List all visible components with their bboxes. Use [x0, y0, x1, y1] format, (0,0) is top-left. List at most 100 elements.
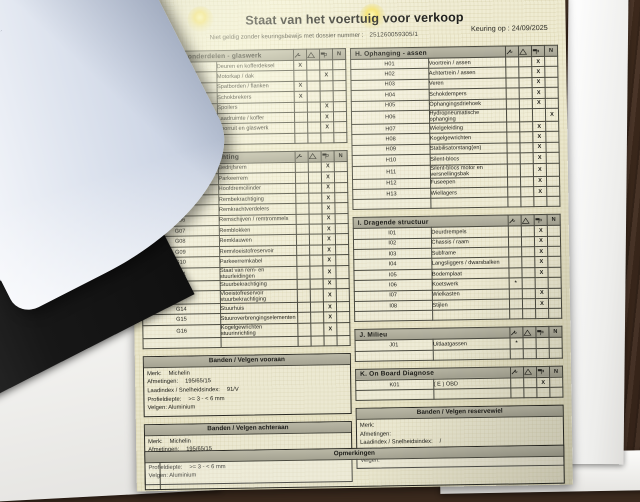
- row-mark-4[interactable]: [546, 175, 560, 187]
- row-mark-2[interactable]: [522, 277, 536, 289]
- row-mark-2[interactable]: [519, 121, 533, 133]
- row-mark-4[interactable]: [546, 186, 560, 197]
- row-mark-4[interactable]: [547, 225, 561, 237]
- row-mark-3[interactable]: X: [533, 162, 547, 177]
- row-mark-3[interactable]: X: [533, 175, 547, 187]
- row-mark-1[interactable]: [293, 70, 307, 82]
- row-mark-2[interactable]: [308, 182, 322, 194]
- row-mark-1[interactable]: [507, 186, 521, 198]
- row-mark-1[interactable]: [295, 161, 309, 173]
- row-mark-2[interactable]: [310, 301, 324, 313]
- row-mark-1[interactable]: [505, 77, 520, 89]
- row-mark-2[interactable]: [307, 111, 321, 123]
- row-mark-3[interactable]: [535, 277, 549, 289]
- row-mark-2[interactable]: [309, 224, 323, 235]
- row-mark-1[interactable]: *: [509, 278, 523, 289]
- row-mark-2[interactable]: [521, 225, 535, 237]
- remarks-field[interactable]: [160, 457, 563, 489]
- row-mark-2[interactable]: [519, 142, 534, 153]
- row-mark-1[interactable]: [295, 203, 310, 215]
- row-mark-4[interactable]: [336, 311, 350, 323]
- row-mark-1[interactable]: [508, 257, 522, 268]
- row-mark-4[interactable]: [332, 59, 346, 71]
- row-mark-1[interactable]: [297, 289, 311, 303]
- row-mark-4[interactable]: [334, 192, 348, 204]
- row-mark-3[interactable]: X: [531, 77, 546, 88]
- row-mark-1[interactable]: [297, 312, 311, 324]
- row-mark-4[interactable]: [336, 322, 350, 336]
- row-mark-3[interactable]: X: [321, 203, 336, 214]
- row-mark-4[interactable]: [335, 254, 349, 266]
- row-mark-3[interactable]: X: [535, 288, 549, 299]
- table-row-empty[interactable]: [352, 196, 560, 210]
- row-mark-3[interactable]: [320, 90, 334, 102]
- row-mark-2[interactable]: [310, 278, 324, 290]
- row-mark-1[interactable]: [295, 193, 309, 204]
- row-mark-3[interactable]: X: [322, 223, 336, 235]
- row-mark-2[interactable]: [519, 131, 533, 143]
- row-mark-3[interactable]: X: [532, 121, 546, 132]
- row-mark-2[interactable]: [306, 70, 320, 81]
- row-mark-3[interactable]: X: [534, 256, 548, 268]
- row-mark-2[interactable]: [519, 87, 533, 99]
- table-row-empty[interactable]: [355, 387, 563, 401]
- row-mark-1[interactable]: X: [293, 80, 308, 92]
- row-mark-4[interactable]: [549, 337, 563, 349]
- table-row-empty[interactable]: [355, 348, 563, 362]
- row-mark-4[interactable]: [544, 77, 559, 88]
- row-mark-2[interactable]: [310, 322, 324, 336]
- row-mark-4[interactable]: [548, 298, 562, 309]
- row-mark-2[interactable]: [306, 80, 321, 92]
- row-mark-4[interactable]: X: [545, 108, 559, 122]
- row-mark-3[interactable]: X: [534, 246, 548, 258]
- row-mark-4[interactable]: [333, 101, 347, 112]
- tyre-field-value[interactable]: Michelin: [168, 370, 190, 377]
- row-mark-4[interactable]: [547, 267, 562, 278]
- row-mark-3[interactable]: X: [322, 234, 336, 245]
- row-mark-2[interactable]: [307, 122, 321, 133]
- row-mark-4[interactable]: [335, 213, 349, 224]
- row-mark-3[interactable]: X: [535, 298, 549, 310]
- row-mark-3[interactable]: X: [323, 301, 337, 313]
- row-mark-3[interactable]: X: [323, 312, 337, 323]
- row-mark-1[interactable]: [297, 278, 311, 290]
- row-mark-2[interactable]: [308, 192, 322, 204]
- row-mark-1[interactable]: [294, 112, 308, 123]
- row-mark-1[interactable]: [510, 377, 524, 389]
- row-mark-2[interactable]: [307, 91, 321, 102]
- row-mark-4[interactable]: [335, 244, 349, 255]
- row-mark-2[interactable]: [309, 234, 323, 246]
- row-mark-2[interactable]: [519, 98, 533, 109]
- row-mark-4[interactable]: [334, 202, 349, 214]
- row-mark-2[interactable]: [521, 246, 535, 258]
- row-mark-3[interactable]: X: [536, 377, 550, 388]
- row-mark-2[interactable]: [522, 298, 536, 310]
- row-mark-3[interactable]: X: [532, 97, 546, 109]
- row-mark-3[interactable]: X: [320, 111, 334, 123]
- row-mark-2[interactable]: [522, 288, 536, 299]
- row-mark-1[interactable]: [505, 56, 519, 68]
- row-mark-4[interactable]: [545, 121, 559, 132]
- row-mark-3[interactable]: X: [321, 192, 335, 204]
- row-mark-1[interactable]: [296, 265, 311, 279]
- row-mark-4[interactable]: [333, 90, 347, 102]
- row-mark-4[interactable]: [548, 277, 562, 289]
- row-mark-1[interactable]: X: [293, 60, 307, 71]
- tyre-field-value[interactable]: >= 3 - < 6 mm: [188, 395, 225, 403]
- row-mark-4[interactable]: [545, 131, 559, 143]
- row-mark-1[interactable]: [508, 226, 522, 237]
- row-mark-1[interactable]: [296, 255, 310, 266]
- row-mark-2[interactable]: [518, 56, 532, 68]
- row-mark-4[interactable]: [546, 162, 560, 176]
- row-mark-1[interactable]: [297, 302, 311, 313]
- row-mark-1[interactable]: [507, 176, 521, 187]
- row-mark-3[interactable]: X: [532, 142, 547, 153]
- tyre-field-value[interactable]: 91/V: [226, 386, 239, 393]
- row-mark-1[interactable]: [294, 122, 308, 134]
- row-mark-3[interactable]: X: [323, 288, 337, 302]
- row-mark-2[interactable]: [523, 338, 537, 349]
- row-mark-3[interactable]: X: [531, 56, 545, 68]
- row-mark-2[interactable]: [520, 176, 534, 187]
- row-mark-2[interactable]: [308, 161, 322, 173]
- row-mark-3[interactable]: X: [532, 131, 546, 143]
